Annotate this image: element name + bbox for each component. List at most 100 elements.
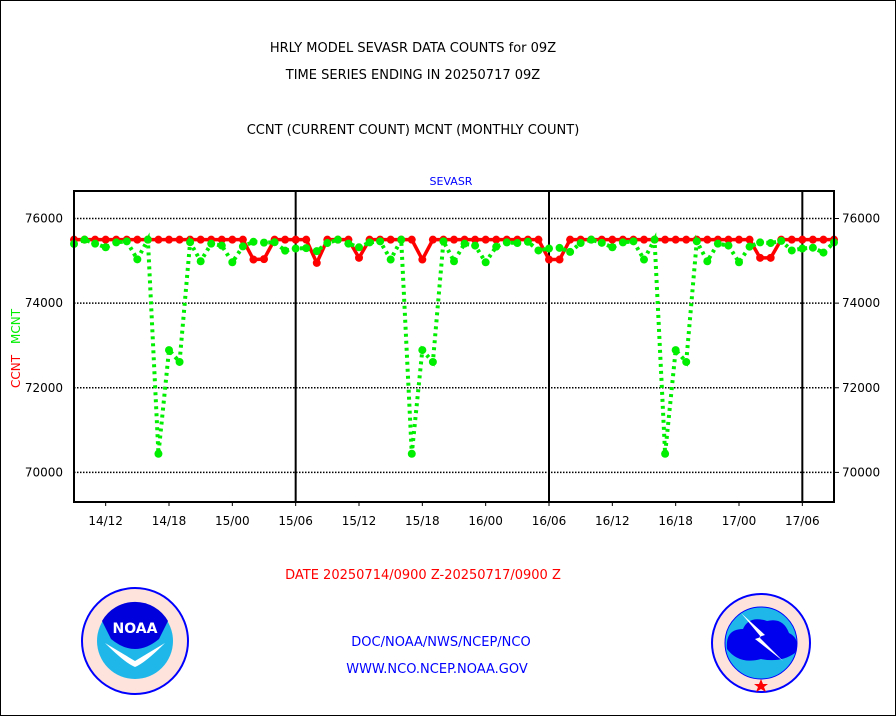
data-point-ccnt (566, 235, 575, 244)
y-tick-label-right: 70000 (842, 465, 880, 479)
data-point-ccnt (407, 235, 416, 244)
data-point-mcnt (618, 238, 627, 247)
y-axis-label-ccnt: CCNT (9, 354, 23, 388)
data-point-mcnt (281, 246, 290, 255)
data-point-mcnt (777, 236, 786, 245)
data-point-mcnt (523, 237, 532, 246)
data-point-mcnt (555, 243, 564, 252)
data-point-ccnt (682, 235, 691, 244)
data-point-ccnt (238, 235, 247, 244)
y-tick-label-left: 72000 (25, 381, 63, 395)
y-tick-label-right: 74000 (842, 296, 880, 310)
data-point-mcnt (238, 242, 247, 251)
x-tick-label: 16/18 (658, 514, 693, 528)
data-point-ccnt (756, 253, 765, 262)
data-point-mcnt (819, 248, 828, 257)
x-tick-label: 15/12 (342, 514, 377, 528)
data-point-ccnt (260, 255, 268, 264)
data-point-mcnt (787, 246, 796, 255)
data-point-mcnt (798, 244, 807, 253)
data-point-mcnt (91, 239, 100, 248)
y-tick-label-right: 72000 (842, 381, 880, 395)
series-mcnt (70, 232, 838, 458)
data-point-ccnt (101, 235, 110, 244)
data-point-mcnt (439, 237, 448, 246)
data-point-mcnt (502, 238, 511, 247)
plot-title: SEVASR (430, 175, 473, 188)
series-layer (70, 232, 838, 458)
data-point-mcnt (471, 241, 480, 250)
data-point-ccnt (154, 235, 163, 244)
nws-logo (711, 593, 811, 693)
x-tick-label: 17/00 (722, 514, 757, 528)
x-tick-label: 17/06 (785, 514, 820, 528)
data-point-ccnt (661, 235, 670, 244)
data-point-ccnt (249, 255, 258, 264)
data-point-mcnt (492, 242, 501, 251)
data-point-mcnt (365, 238, 374, 247)
data-point-ccnt (471, 235, 480, 244)
data-point-ccnt (386, 235, 395, 244)
data-point-ccnt (481, 235, 490, 244)
data-point-mcnt (249, 237, 258, 246)
data-point-ccnt (545, 255, 553, 264)
data-point-mcnt (576, 239, 585, 248)
data-point-mcnt (735, 258, 743, 267)
org-path-link[interactable]: DOC/NOAA/NWS/NCEP/NCO (351, 635, 530, 650)
data-point-mcnt (661, 449, 670, 458)
data-point-ccnt (428, 235, 437, 244)
data-point-mcnt (545, 244, 553, 253)
data-point-mcnt (122, 237, 131, 246)
data-point-mcnt (481, 258, 490, 267)
data-point-mcnt (608, 243, 617, 252)
y-tick-label-left: 70000 (25, 465, 63, 479)
data-point-mcnt (312, 247, 321, 256)
x-tick-label: 15/18 (405, 514, 440, 528)
data-point-mcnt (428, 357, 437, 366)
data-point-mcnt (355, 243, 363, 252)
data-point-mcnt (629, 237, 638, 246)
data-point-mcnt (640, 255, 648, 264)
data-point-ccnt (640, 235, 648, 244)
data-point-ccnt (787, 235, 796, 244)
data-point-mcnt (460, 239, 469, 248)
data-point-mcnt (745, 242, 754, 251)
data-point-ccnt (228, 235, 237, 244)
data-point-ccnt (217, 235, 226, 244)
data-point-ccnt (534, 235, 543, 244)
x-tick-label: 16/12 (595, 514, 630, 528)
data-point-mcnt (260, 238, 268, 247)
chart-title-line1: HRLY MODEL SEVASR DATA COUNTS for 09Z (270, 41, 556, 56)
data-point-mcnt (597, 238, 606, 247)
data-point-mcnt (808, 243, 817, 252)
data-point-mcnt (196, 257, 205, 266)
website-link[interactable]: WWW.NCO.NCEP.NOAA.GOV (346, 662, 528, 677)
data-point-ccnt (450, 235, 458, 244)
plot-frame (73, 190, 835, 503)
data-point-ccnt (165, 235, 173, 244)
data-point-mcnt (323, 239, 332, 248)
data-point-ccnt (724, 235, 733, 244)
data-point-mcnt (724, 241, 733, 250)
noaa-logo-text: NOAA (113, 621, 158, 637)
gridlines (74, 191, 839, 506)
data-point-mcnt (175, 357, 184, 366)
tick-labels: 70000 70000 72000 72000 74000 74000 76000 76000… (25, 212, 880, 528)
data-point-mcnt (713, 239, 722, 248)
data-point-ccnt (808, 235, 817, 244)
data-point-ccnt (745, 235, 754, 244)
data-point-mcnt (270, 238, 279, 247)
data-point-mcnt (386, 255, 395, 264)
data-point-ccnt (608, 235, 617, 244)
chart-subtitle: CCNT (CURRENT COUNT) MCNT (MONTHLY COUNT… (247, 123, 580, 138)
data-point-ccnt (492, 235, 501, 244)
x-tick-label: 15/00 (215, 514, 250, 528)
data-point-mcnt (756, 238, 765, 247)
data-point-mcnt (133, 255, 142, 264)
data-point-mcnt (534, 246, 543, 255)
data-point-mcnt (587, 235, 596, 244)
data-point-ccnt (291, 235, 300, 244)
y-tick-label-left: 76000 (25, 212, 63, 226)
data-point-mcnt (112, 238, 121, 247)
y-axis-label-mcnt: MCNT (9, 308, 23, 344)
